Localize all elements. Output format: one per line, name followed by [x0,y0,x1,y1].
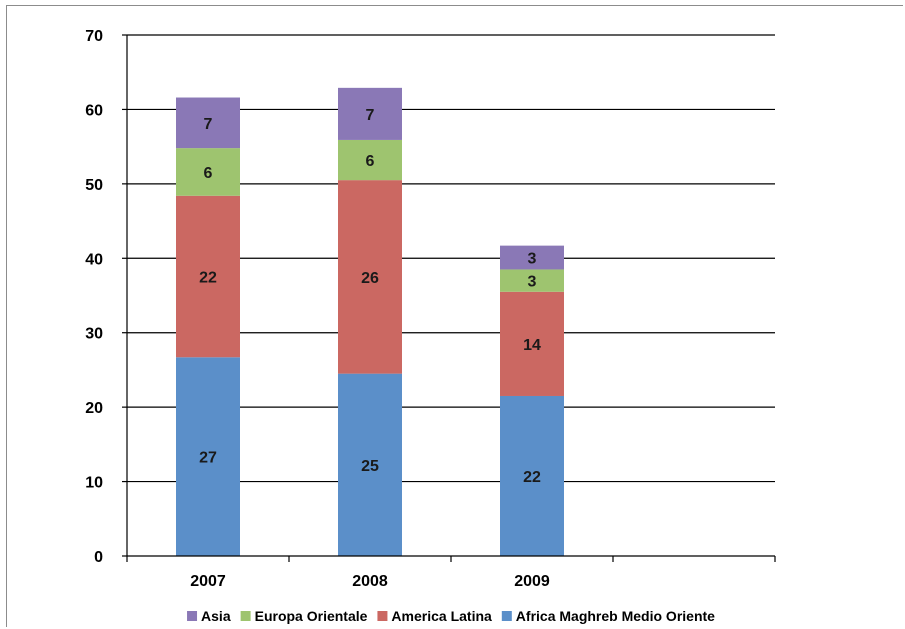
y-tick-label: 60 [85,102,103,119]
bars: 27 22 6 7 25 26 6 7 22 14 3 3 [176,87,564,556]
y-tick-label: 50 [85,177,103,194]
data-label: 3 [528,251,537,268]
data-label: 14 [523,337,541,354]
data-label: 7 [204,116,213,133]
bar-segment [500,291,564,396]
y-tick-label: 30 [85,326,103,343]
bar-segment [338,373,402,556]
x-tick-label: 2008 [352,573,388,590]
y-tick-label: 20 [85,400,103,417]
data-label: 22 [199,270,217,287]
bar-segment [176,148,240,196]
legend-swatch [377,611,388,621]
y-tick-label: 0 [94,549,103,566]
data-label: 7 [366,107,375,124]
data-label: 25 [361,458,379,475]
legend-label: Asia [201,608,231,624]
x-tick-labels: 2007 2008 2009 [190,573,550,590]
bar-segment [338,139,402,181]
legend-label: Africa Maghreb Medio Oriente [516,608,715,624]
data-label: 3 [528,274,537,291]
legend-label: America Latina [391,608,492,624]
gridlines [127,34,775,483]
legend: Asia Europa Orientale America Latina Africa… [187,608,715,624]
x-tick-label: 2007 [190,573,226,590]
bar-segment [176,195,240,358]
bar-segment [500,395,564,556]
y-tick-label: 10 [85,475,103,492]
legend-label: Europa Orientale [255,608,368,624]
bar-segment [176,97,240,149]
legend-swatch [187,611,198,621]
bar-segment [338,180,402,374]
chart-frame [6,5,903,627]
legend-swatch [240,611,251,621]
data-label: 27 [199,450,217,467]
legend-swatch [501,611,512,621]
y-tick-label: 40 [85,251,103,268]
bar-segment [338,87,402,140]
axes [122,34,776,562]
data-label: 6 [204,165,213,182]
data-label: 22 [523,469,541,486]
data-label: 26 [361,270,379,287]
data-label: 6 [366,153,375,170]
y-tick-label: 70 [85,28,103,45]
bar-segment [500,245,564,270]
bar-segment [176,357,240,556]
bar-segment [500,269,564,292]
x-tick-label: 2009 [514,573,550,590]
y-tick-labels: 0 10 20 30 40 50 60 70 [85,28,103,566]
